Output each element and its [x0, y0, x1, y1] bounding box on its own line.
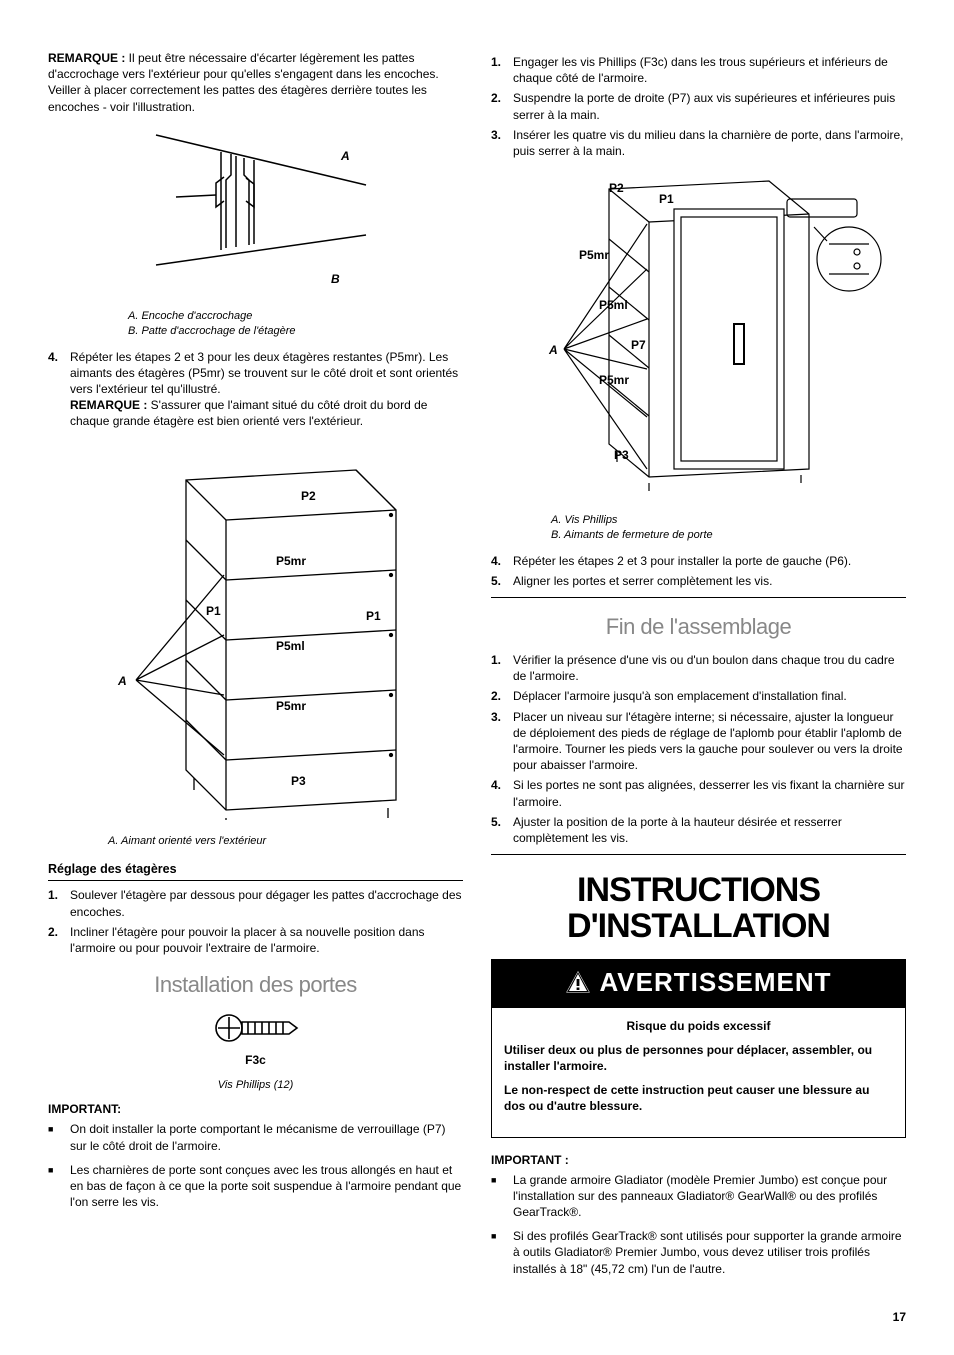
fig3-p3: P3	[614, 448, 629, 462]
fig3-p5ml: P5ml	[599, 298, 628, 312]
fig3-p2: P2	[609, 181, 624, 195]
divider	[491, 597, 906, 598]
reglage-step-2: 2.Incliner l'étagère pour pouvoir la pla…	[48, 924, 463, 956]
remarque-1: REMARQUE : Il peut être nécessaire d'éca…	[48, 50, 463, 115]
fin-title: Fin de l'assemblage	[491, 612, 906, 642]
right-step-1: 1.Engager les vis Phillips (F3c) dans le…	[491, 54, 906, 86]
important-label: IMPORTANT:	[48, 1101, 463, 1117]
right-step-3: 3.Insérer les quatre vis du milieu dans …	[491, 127, 906, 159]
instructions-title: INSTRUCTIONS D'INSTALLATION	[491, 873, 906, 944]
divider	[491, 854, 906, 855]
step-4: 4. Répéter les étapes 2 et 3 pour les de…	[48, 349, 463, 430]
bullet-square-icon: ■	[48, 1162, 70, 1211]
fig3-p7: P7	[631, 338, 646, 352]
important-bullet-1: ■On doit installer la porte comportant l…	[48, 1121, 463, 1153]
fig2-p2: P2	[301, 489, 316, 503]
fig1-label-b: B	[331, 272, 340, 286]
important2-bullet-1: ■La grande armoire Gladiator (modèle Pre…	[491, 1172, 906, 1221]
remarque-label: REMARQUE :	[48, 51, 125, 65]
bullet-square-icon: ■	[491, 1228, 513, 1277]
warning-p1: Utiliser deux ou plus de personnes pour …	[504, 1042, 893, 1074]
big-title-line1: INSTRUCTIONS	[577, 871, 820, 909]
page-number: 17	[48, 1309, 906, 1325]
step-num: 4.	[48, 349, 70, 430]
fig1-caption-b: B. Patte d'accrochage de l'étagère	[128, 324, 463, 339]
step-text: Répéter les étapes 2 et 3 pour les deux …	[70, 350, 458, 396]
fig2-p5ml: P5ml	[276, 639, 305, 653]
fin-step-2: 2.Déplacer l'armoire jusqu'à son emplace…	[491, 688, 906, 704]
screw-label: F3c	[48, 1052, 463, 1068]
reglage-title: Réglage des étagères	[48, 861, 463, 882]
reglage-step-1: 1.Soulever l'étagère par dessous pour dé…	[48, 887, 463, 919]
fig3-caption: A. Vis Phillips B. Aimants de fermeture …	[551, 513, 906, 543]
fig3-p5mr-b: P5mr	[599, 373, 629, 387]
fig3-p5mr-t: P5mr	[579, 248, 609, 262]
fin-step-1: 1.Vérifier la présence d'une vis ou d'un…	[491, 652, 906, 684]
warning-p2: Le non-respect de cette instruction peut…	[504, 1082, 893, 1114]
big-title-line2: D'INSTALLATION	[567, 907, 830, 945]
install-portes-title: Installation des portes	[48, 970, 463, 1000]
fig2-p1b: P1	[366, 609, 381, 623]
fig3-caption-a: A. Vis Phillips	[551, 513, 906, 528]
fig3-caption-b: B. Aimants de fermeture de porte	[551, 528, 906, 543]
fig2-p5mr-b: P5mr	[276, 699, 306, 713]
warning-word: AVERTISSEMENT	[599, 965, 831, 1000]
right-step-2: 2.Suspendre la porte de droite (P7) aux …	[491, 90, 906, 122]
fig2-caption: A. Aimant orienté vers l'extérieur	[108, 834, 463, 849]
fin-step-3: 3.Placer un niveau sur l'étagère interne…	[491, 709, 906, 774]
important2-label: IMPORTANT :	[491, 1152, 906, 1168]
warning-header: AVERTISSEMENT	[491, 959, 906, 1008]
right-step-4: 4.Répéter les étapes 2 et 3 pour install…	[491, 553, 906, 569]
step4-remarque-label: REMARQUE :	[70, 398, 147, 412]
fin-step-5: 5.Ajuster la position de la porte à la h…	[491, 814, 906, 846]
figure-cabinet-shelves: P2 P1 P1 P5mr P5ml P5mr P3 A	[48, 440, 463, 824]
figure-cabinet-door: P2 P1 P5mr P5ml P7 P5mr P3 A	[491, 169, 906, 503]
bullet-square-icon: ■	[491, 1172, 513, 1221]
figure-screw: F3c	[48, 1010, 463, 1068]
fig3-p1: P1	[659, 192, 674, 206]
important2-bullet-2: ■Si des profilés GearTrack® sont utilisé…	[491, 1228, 906, 1277]
right-step-5: 5.Aligner les portes et serrer complètem…	[491, 573, 906, 589]
fig3-a: A	[548, 343, 558, 357]
figure-hook-detail: A B	[48, 125, 463, 299]
fig2-p3: P3	[291, 774, 306, 788]
fig2-p5mr-t: P5mr	[276, 554, 306, 568]
warning-subtitle: Risque du poids excessif	[504, 1018, 893, 1034]
important-bullet-2: ■Les charnières de porte sont conçues av…	[48, 1162, 463, 1211]
bullet-square-icon: ■	[48, 1121, 70, 1153]
fig2-p1a: P1	[206, 604, 221, 618]
warning-triangle-icon	[565, 970, 591, 994]
fin-step-4: 4.Si les portes ne sont pas alignées, de…	[491, 777, 906, 809]
fig1-caption: A. Encoche d'accrochage B. Patte d'accro…	[128, 309, 463, 339]
fig1-caption-a: A. Encoche d'accrochage	[128, 309, 463, 324]
screw-caption: Vis Phillips (12)	[48, 1078, 463, 1093]
fig1-label-a: A	[340, 149, 350, 163]
fig2-a: A	[117, 674, 127, 688]
warning-content: Risque du poids excessif Utiliser deux o…	[491, 1008, 906, 1138]
